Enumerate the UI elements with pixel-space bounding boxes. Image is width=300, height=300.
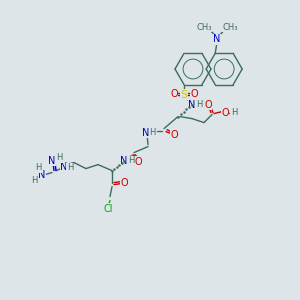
Text: O: O [170, 88, 178, 99]
Text: O: O [190, 88, 198, 99]
Text: S: S [180, 90, 188, 100]
Text: N: N [38, 169, 46, 180]
Text: N: N [48, 156, 56, 166]
Text: H: H [31, 176, 37, 185]
Text: Cl: Cl [103, 204, 113, 214]
Text: N: N [60, 162, 68, 172]
Text: N: N [214, 34, 221, 44]
Text: O: O [170, 130, 178, 140]
Text: O: O [134, 157, 142, 166]
Text: N: N [188, 100, 196, 110]
Text: CH₃: CH₃ [196, 23, 212, 32]
Text: N: N [142, 128, 150, 138]
Text: H: H [231, 108, 237, 117]
Text: H: H [67, 163, 73, 172]
Text: H: H [35, 163, 41, 172]
Text: H: H [196, 100, 202, 109]
Text: H: H [56, 153, 62, 162]
Text: H: H [128, 156, 134, 165]
Text: O: O [221, 108, 229, 118]
Text: O: O [204, 100, 212, 110]
Text: O: O [120, 178, 128, 188]
Text: CH₃: CH₃ [222, 23, 238, 32]
Text: N: N [120, 156, 128, 166]
Text: H: H [149, 128, 155, 137]
